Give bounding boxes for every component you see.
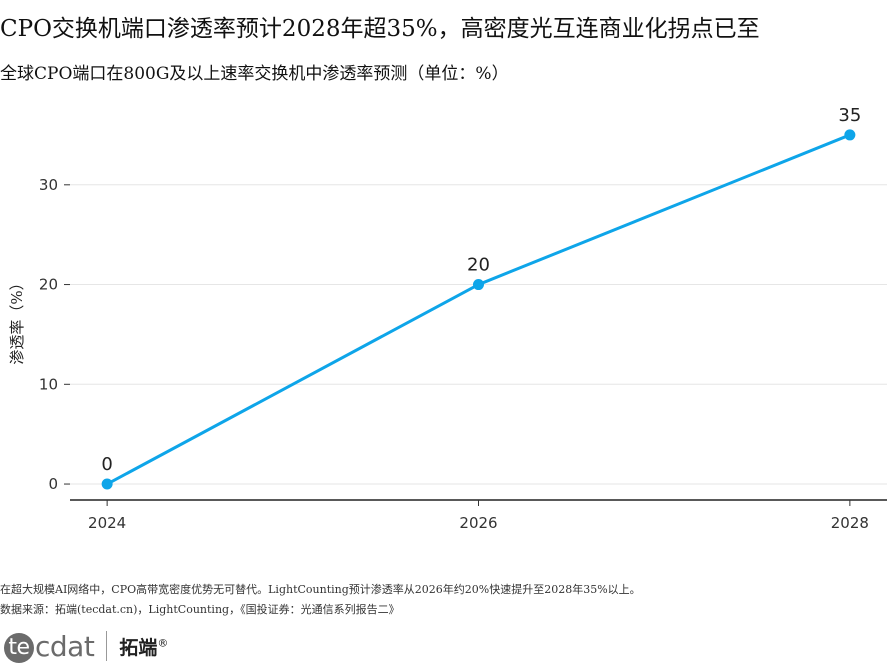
series-line [106, 133, 851, 486]
line-chart: 0 10 20 30 2024 2026 2028 渗透率（%） 0 20 35 [8, 105, 887, 532]
y-tick-label: 10 [39, 375, 58, 393]
caption-note: 在超大规模AI网络中，CPO高带宽密度优势无可替代。LightCounting预… [0, 583, 641, 596]
y-tick-label: 30 [39, 176, 58, 194]
logo-divider [106, 631, 108, 661]
data-label: 0 [101, 454, 112, 475]
logo-chinese-name: 拓端® [119, 633, 168, 660]
chart-subtitle: 全球CPO端口在800G及以上速率交换机中渗透率预测（单位：%） [0, 64, 509, 84]
chart-title: CPO交换机端口渗透率预计2028年超35%，高密度光互连商业化拐点已至 [0, 16, 760, 42]
data-point [473, 279, 484, 291]
y-axis-label: 渗透率（%） [8, 275, 26, 364]
y-tick-label: 0 [48, 475, 58, 493]
caption-source: 数据来源：拓端(tecdat.cn)，LightCounting，《国投证券：光… [0, 603, 400, 616]
logo-wordmark-rest: cdat [35, 629, 95, 663]
logo-cn-text: 拓端 [119, 636, 158, 659]
logo-wordmark: te cdat [4, 629, 95, 663]
y-tick-label: 20 [39, 276, 58, 294]
logo-circle-mark: te [4, 632, 34, 663]
x-tick-label: 2026 [459, 514, 497, 532]
tecdat-logo: te cdat 拓端® [4, 624, 168, 668]
x-tick-label: 2024 [88, 514, 126, 532]
logo-registered-mark: ® [157, 636, 169, 650]
data-label: 20 [467, 255, 490, 276]
data-point [844, 129, 856, 141]
x-tick-label: 2028 [831, 514, 869, 532]
data-point [101, 478, 113, 490]
chart-caption: 在超大规模AI网络中，CPO高带宽密度优势无可替代。LightCounting预… [0, 580, 896, 620]
data-label: 35 [838, 105, 861, 126]
